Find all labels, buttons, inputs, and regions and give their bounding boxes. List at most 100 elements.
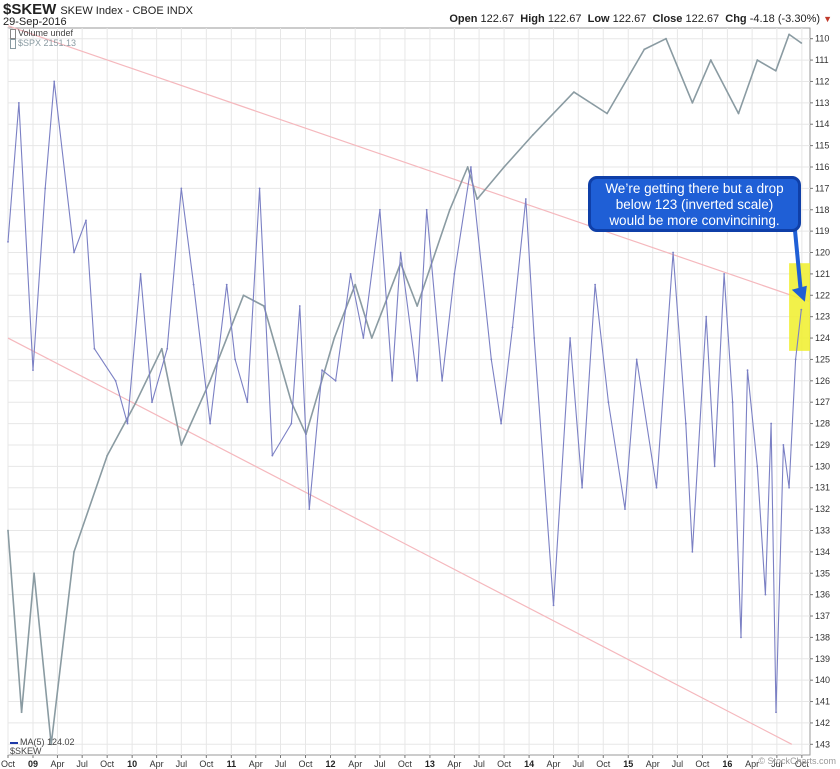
skew-point	[581, 486, 583, 489]
x-tick-label: Oct	[1, 759, 16, 769]
spx-point	[643, 48, 646, 51]
skew-point	[209, 422, 212, 425]
skew-point	[800, 308, 803, 311]
x-tick-label: Oct	[199, 759, 214, 769]
y-tick-label: 139	[815, 654, 830, 664]
symbol-label: $SKEW	[3, 1, 57, 18]
x-tick-label: 15	[623, 759, 633, 769]
y-tick-label: 129	[815, 440, 830, 450]
y-tick-label: 130	[815, 461, 830, 471]
spx-point	[370, 337, 373, 339]
skew-point	[93, 347, 96, 350]
spx-point	[354, 283, 357, 286]
skew-point	[416, 379, 419, 382]
y-tick-label: 125	[815, 354, 830, 364]
x-tick-label: Oct	[100, 759, 115, 769]
y-tick-label: 131	[815, 483, 830, 493]
y-tick-label: 115	[815, 141, 829, 151]
y-tick-label: 137	[815, 611, 830, 621]
spx-point	[466, 166, 469, 168]
spx-point	[448, 208, 451, 211]
skew-point	[290, 422, 293, 425]
high-value: 122.67	[547, 13, 582, 25]
skew-point	[782, 444, 785, 446]
skew-point	[32, 369, 34, 372]
skew-point	[225, 283, 228, 286]
spx-point	[691, 101, 694, 104]
skew-point	[775, 711, 777, 714]
spx-point	[606, 112, 608, 115]
skew-point	[308, 508, 311, 511]
skew-point	[594, 283, 597, 286]
skew-point	[7, 240, 9, 243]
spx-point	[290, 401, 293, 404]
skew-point	[166, 347, 169, 350]
skew-point	[490, 358, 493, 361]
skew-point	[607, 401, 610, 404]
skew-point	[723, 272, 726, 275]
skew-point	[258, 187, 261, 190]
skew-point	[764, 593, 767, 596]
x-tick-label: Oct	[795, 759, 810, 769]
spx-point	[788, 33, 790, 36]
volume-swatch-icon	[10, 28, 16, 39]
skew-point	[624, 508, 626, 511]
skew-point	[569, 337, 572, 339]
x-tick-label: Jul	[473, 759, 485, 769]
chg-label: Chg	[725, 13, 747, 25]
skew-point	[139, 272, 142, 275]
skew-point	[53, 80, 56, 83]
annotation-callout: We’re getting there but a drop below 123…	[588, 176, 801, 232]
series-layer	[7, 33, 803, 746]
y-tick-label: 114	[815, 119, 829, 129]
skew-point	[151, 401, 153, 404]
skew-point	[740, 636, 742, 639]
volume-legend-text: Volume undef	[18, 28, 74, 38]
skew-point	[334, 379, 337, 382]
skew-point	[17, 101, 20, 104]
y-tick-label: 112	[815, 76, 829, 86]
skew-point	[770, 422, 773, 425]
skew-point	[672, 251, 674, 254]
skew-point	[705, 315, 708, 318]
x-tick-label: Oct	[695, 759, 710, 769]
x-tick-label: Jul	[672, 759, 684, 769]
x-tick-label: 14	[524, 759, 534, 769]
low-label: Low	[587, 13, 610, 25]
y-tick-label: 116	[815, 162, 829, 172]
skew-point	[441, 379, 444, 382]
x-tick-label: Jul	[374, 759, 386, 769]
x-axis: Oct 09 Apr Jul Oct 10 Apr Jul Oct 11 Apr Jul Oct 12 Ap…	[1, 755, 809, 769]
skew-point	[362, 337, 365, 339]
skew-point	[349, 272, 352, 275]
x-tick-label: Apr	[50, 759, 64, 769]
y-tick-label: 128	[815, 419, 830, 429]
plot-border	[7, 27, 811, 756]
spx-point	[800, 42, 803, 44]
y-tick-label: 119	[815, 226, 829, 236]
y-axis: 110 111 112 113 114 115 116 117 118 119 120 121 122 1…	[810, 34, 830, 749]
open-label: Open	[449, 13, 478, 25]
watermark: © StockCharts.com	[758, 756, 836, 766]
highlight-zone	[789, 263, 810, 351]
spx-point	[263, 305, 265, 307]
skew-point	[453, 272, 456, 275]
skew-point	[635, 358, 638, 361]
skew-point	[500, 422, 502, 425]
open-value: 122.67	[480, 13, 515, 25]
skew-point	[524, 198, 527, 200]
ma-swatch-icon	[10, 741, 18, 744]
spx-point	[333, 337, 336, 339]
y-tick-label: 138	[815, 632, 830, 642]
y-tick-label: 113	[815, 98, 829, 108]
skew-point	[425, 208, 428, 211]
y-tick-label: 143	[815, 739, 830, 749]
skew-point	[756, 465, 759, 468]
high-label: High	[520, 13, 545, 25]
x-tick-label: Jul	[771, 759, 783, 769]
chg-down-icon: ▼	[823, 14, 832, 24]
spx-point	[737, 112, 740, 115]
spx-point	[709, 59, 712, 61]
skew-point	[399, 251, 402, 254]
y-tick-label: 120	[815, 248, 830, 258]
